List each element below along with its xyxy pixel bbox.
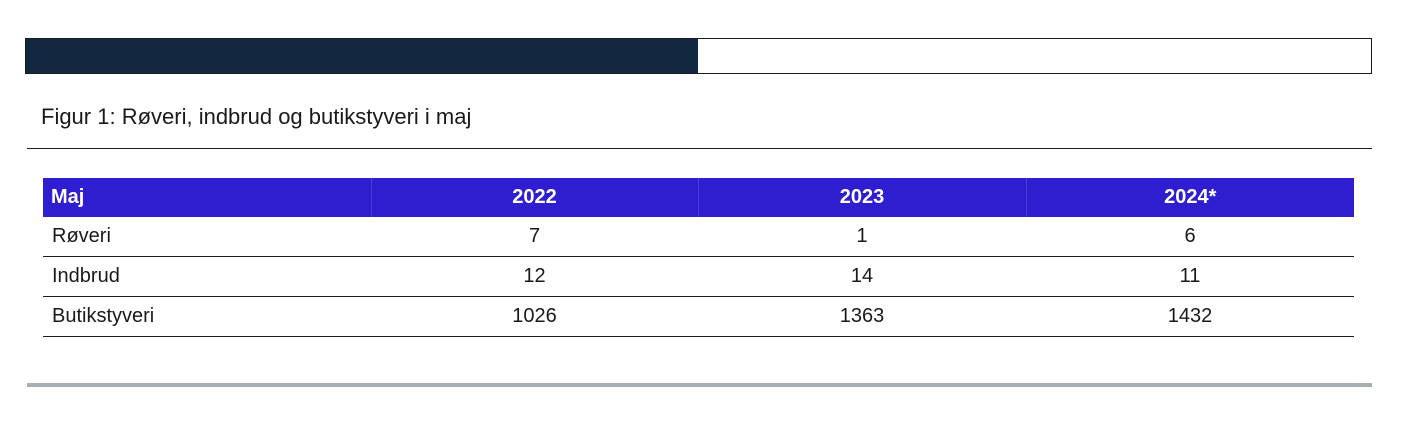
table-cell: 11 (1026, 256, 1354, 297)
bottom-divider (27, 383, 1372, 387)
table-cell: 7 (371, 217, 698, 257)
column-header-month: Maj (43, 178, 371, 217)
table-row: Butikstyveri 1026 1363 1432 (43, 296, 1354, 337)
header-banner (25, 38, 1372, 74)
table-cell: 1363 (698, 296, 1026, 337)
table-cell: 12 (371, 256, 698, 297)
title-divider (27, 148, 1372, 149)
crime-table: Maj 2022 2023 2024* Røveri 7 1 6 Indbrud… (43, 178, 1354, 337)
table-row: Indbrud 12 14 11 (43, 256, 1354, 297)
table-cell: 6 (1026, 217, 1354, 257)
table-cell: 14 (698, 256, 1026, 297)
table-row: Røveri 7 1 6 (43, 217, 1354, 257)
table-cell: 1026 (371, 296, 698, 337)
row-label: Indbrud (43, 256, 371, 297)
figure-title: Figur 1: Røveri, indbrud og butikstyveri… (41, 104, 472, 129)
column-header-2024: 2024* (1025, 178, 1354, 217)
table-cell: 1432 (1026, 296, 1354, 337)
row-label: Butikstyveri (43, 296, 371, 337)
table-header-row: Maj 2022 2023 2024* (43, 178, 1354, 217)
column-header-2023: 2023 (697, 178, 1026, 217)
header-banner-fill (26, 39, 698, 73)
column-header-2022: 2022 (370, 178, 698, 217)
table-cell: 1 (698, 217, 1026, 257)
row-label: Røveri (43, 217, 371, 257)
